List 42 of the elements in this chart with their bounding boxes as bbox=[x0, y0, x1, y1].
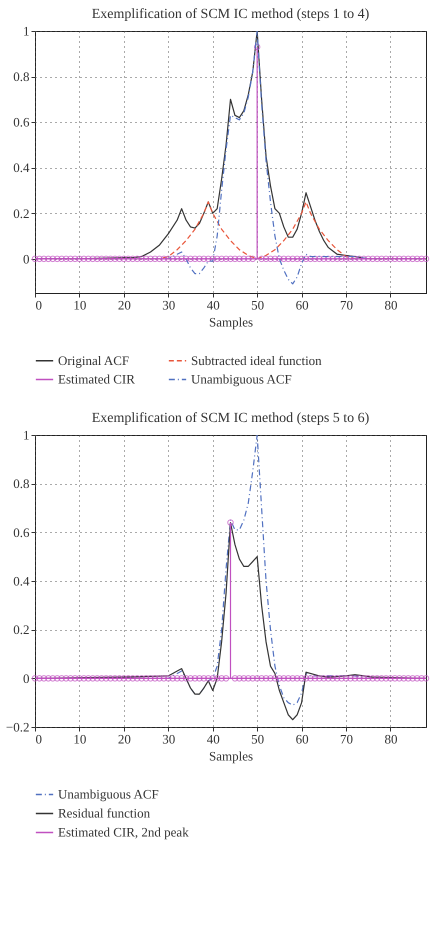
chart-title: Exemplification of SCM IC method (steps 5 to 6) bbox=[92, 411, 370, 426]
y-tick-label: 0.8 bbox=[13, 476, 30, 492]
chart-title: Exemplification of SCM IC method (steps 1 to 4) bbox=[92, 7, 370, 22]
x-tick-label: 70 bbox=[340, 732, 354, 746]
x-tick-label: 60 bbox=[296, 732, 309, 746]
legend-label: Unambiguous ACF bbox=[58, 786, 159, 802]
x-tick-label: 40 bbox=[206, 298, 220, 312]
y-tick-label: 1 bbox=[23, 428, 30, 442]
x-tick-label: 50 bbox=[251, 732, 264, 746]
y-tick-label: 1 bbox=[23, 24, 30, 38]
legend-label: Subtracted ideal function bbox=[191, 352, 322, 368]
legend-label: Residual function bbox=[58, 806, 151, 820]
y-tick-label: 0.4 bbox=[13, 160, 30, 176]
x-tick-label: 70 bbox=[340, 298, 354, 312]
x-axis-title: Samples bbox=[208, 748, 254, 764]
x-tick-label: 20 bbox=[118, 298, 131, 312]
y-tick-label: 0.4 bbox=[13, 574, 30, 588]
x-tick-label: 40 bbox=[206, 732, 220, 746]
legend-label: Unambiguous ACF bbox=[191, 372, 292, 386]
x-tick-label: 80 bbox=[384, 298, 398, 312]
legend-label: Estimated CIR bbox=[58, 372, 136, 386]
x-tick-label: 0 bbox=[36, 732, 42, 746]
x-tick-label: 20 bbox=[118, 732, 131, 746]
x-tick-label: 80 bbox=[384, 732, 398, 746]
x-tick-label: 50 bbox=[251, 298, 264, 312]
y-tick-label: 0.6 bbox=[13, 114, 30, 130]
y-tick-label: 0.2 bbox=[13, 206, 30, 221]
x-tick-label: 60 bbox=[296, 298, 309, 312]
y-tick-label: 0 bbox=[23, 251, 30, 266]
y-tick-label: 0 bbox=[23, 670, 30, 686]
legend-label: Original ACF bbox=[58, 352, 130, 368]
x-tick-label: 0 bbox=[36, 298, 42, 312]
y-tick-label: 0.6 bbox=[13, 524, 30, 540]
y-tick-label: 0.8 bbox=[13, 69, 30, 84]
x-tick-label: 10 bbox=[73, 298, 86, 312]
legend-label: Estimated CIR, 2nd peak bbox=[58, 824, 190, 840]
y-tick-label: −0.2 bbox=[6, 720, 30, 734]
x-tick-label: 10 bbox=[73, 732, 86, 746]
y-tick-label: 0.2 bbox=[13, 622, 30, 638]
x-axis-title: Samples bbox=[208, 314, 254, 330]
x-tick-label: 30 bbox=[162, 732, 176, 746]
x-tick-label: 30 bbox=[162, 298, 176, 312]
